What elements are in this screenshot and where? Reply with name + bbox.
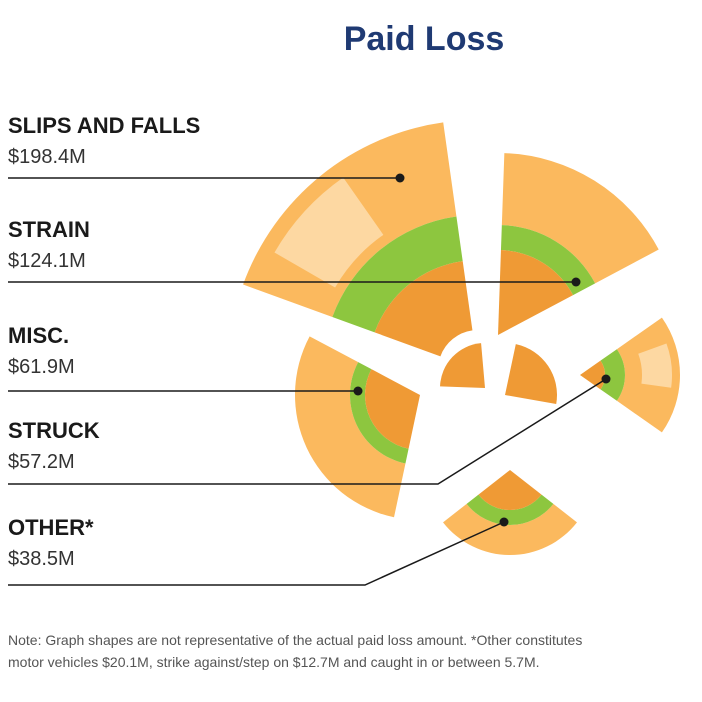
- sector: [638, 343, 672, 388]
- amount-label: $38.5M: [8, 548, 75, 570]
- sector: [478, 470, 542, 510]
- category-label: SLIPS AND FALLS: [8, 113, 200, 138]
- leader-line: [8, 378, 607, 485]
- sector: [498, 250, 574, 335]
- labels: SLIPS AND FALLS $198.4M STRAIN $124.1M MISC.…: [8, 113, 611, 586]
- sector: [365, 369, 420, 449]
- sector: [500, 225, 596, 296]
- sector: [350, 362, 409, 464]
- note: Note: Graph shapes are not representativ…: [8, 632, 582, 648]
- category-label: STRAIN: [8, 217, 90, 242]
- sector: [332, 216, 463, 333]
- category-label: STRUCK: [8, 418, 100, 443]
- sector: [374, 261, 473, 357]
- sector: [600, 349, 625, 401]
- amount-label: $57.2M: [8, 451, 75, 473]
- leader-dot: [499, 517, 509, 527]
- sector: [274, 177, 384, 288]
- leader-dot: [571, 277, 581, 287]
- leader-dot: [353, 386, 363, 396]
- sector: [440, 343, 485, 388]
- category-label: MISC.: [8, 323, 69, 348]
- amount-label: $198.4M: [8, 146, 86, 168]
- sector: [505, 344, 557, 405]
- leader-dot: [601, 374, 611, 384]
- leader-dot: [395, 173, 405, 183]
- fan-graphic: [243, 122, 681, 555]
- sector: [443, 503, 577, 555]
- category-label: OTHER*: [8, 515, 94, 540]
- note: motor vehicles $20.1M, strike against/st…: [8, 654, 540, 670]
- sector: [580, 360, 605, 390]
- title: Paid Loss: [344, 20, 505, 58]
- leader-line: [8, 521, 505, 586]
- sector: [466, 494, 554, 525]
- sector: [501, 153, 659, 284]
- amount-label: $124.1M: [8, 250, 86, 272]
- sector: [295, 336, 406, 518]
- amount-label: $61.9M: [8, 356, 75, 378]
